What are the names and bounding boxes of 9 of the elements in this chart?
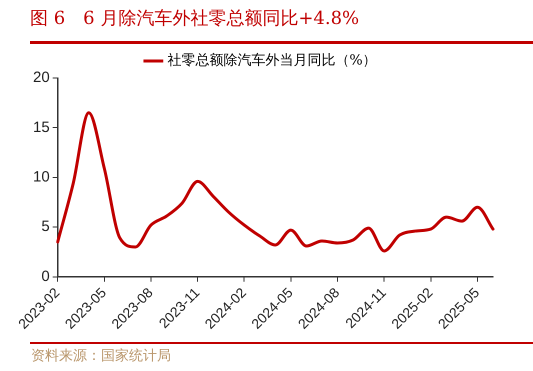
y-tick-label: 5	[41, 218, 50, 236]
y-tick-label: 10	[32, 168, 50, 186]
y-tick-label: 15	[32, 118, 50, 136]
legend-label: 社零总额除汽车外当月同比（%）	[167, 52, 377, 69]
line-series	[56, 111, 494, 252]
chart-title: 图 6 6 月除汽车外社零总额同比+4.8%	[30, 7, 360, 30]
y-tick-label: 0	[41, 268, 50, 285]
text: 资料来源：国家统计局	[31, 347, 171, 365]
y-tick-label: 20	[32, 69, 50, 86]
